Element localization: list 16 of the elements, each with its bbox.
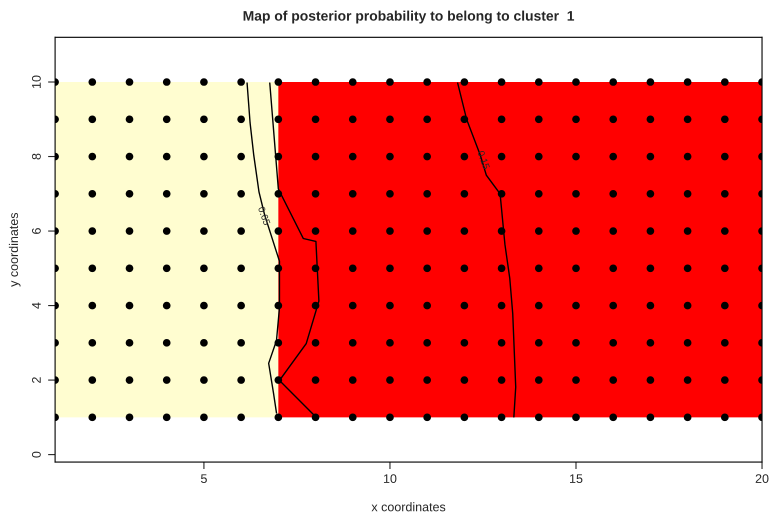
x-axis-title: x coordinates: [372, 502, 446, 512]
x-tick-label: 15: [570, 474, 582, 484]
y-tick-label: 8: [32, 154, 41, 160]
line-series: [456, 82, 516, 418]
y-tick-label: 2: [32, 377, 41, 383]
y-tick-label: 6: [32, 228, 41, 234]
y-tick-label: 4: [32, 302, 41, 309]
y-axis-title: y coordinates: [8, 212, 21, 287]
annotation: 0.65: [258, 206, 271, 226]
x-tick-label: 5: [200, 474, 207, 484]
x-tick-label: 10: [384, 474, 396, 484]
y-tick-label: 10: [32, 76, 41, 88]
x-tick-label: 20: [756, 474, 768, 484]
annotation: 0.15: [477, 150, 490, 170]
y-tick-label: 0: [32, 452, 41, 458]
chart-title: Map of posterior probability to belong to cluster 1: [244, 10, 574, 24]
